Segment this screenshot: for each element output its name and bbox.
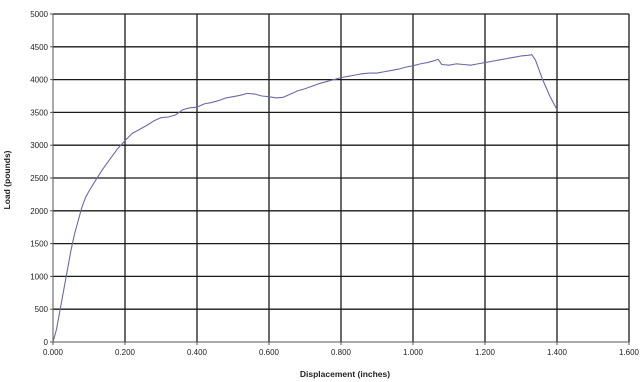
x-tick-label: 1.200: [475, 348, 496, 357]
y-tick-label: 0: [44, 338, 49, 347]
x-tick-label: 1.600: [619, 348, 640, 357]
y-axis-title: Load (pounds): [2, 150, 12, 209]
x-tick-label: 0.600: [259, 348, 280, 357]
x-tick-labels: 0.000 0.200 0.400 0.600 0.800 1.000 1.200 1.400…: [43, 348, 640, 357]
y-tick-label: 3500: [30, 108, 48, 117]
y-tick-label: 2500: [30, 174, 48, 183]
x-tick-label: 0.800: [331, 348, 352, 357]
y-tick-label: 3000: [30, 141, 48, 150]
x-tick-label: 0.400: [187, 348, 208, 357]
x-tick-label: 1.400: [547, 348, 568, 357]
y-tick-label: 5000: [30, 10, 48, 19]
x-tick-label: 1.000: [403, 348, 424, 357]
grid-lines: [53, 13, 630, 342]
axes: [50, 13, 630, 345]
y-tick-labels: 0 500 1000 1500 2000 2500 3000 3500 4000 4500 5000: [30, 10, 48, 347]
y-tick-label: 1000: [30, 272, 48, 281]
y-tick-label: 1500: [30, 240, 48, 249]
y-tick-label: 500: [35, 305, 49, 314]
x-tick-label: 0.000: [43, 348, 64, 357]
y-tick-label: 4000: [30, 76, 48, 85]
y-tick-label: 2000: [30, 207, 48, 216]
x-tick-label: 0.200: [115, 348, 136, 357]
y-tick-label: 4500: [30, 43, 48, 52]
x-axis-title: Displacement (inches): [300, 369, 390, 379]
series-line: [52, 54, 558, 343]
